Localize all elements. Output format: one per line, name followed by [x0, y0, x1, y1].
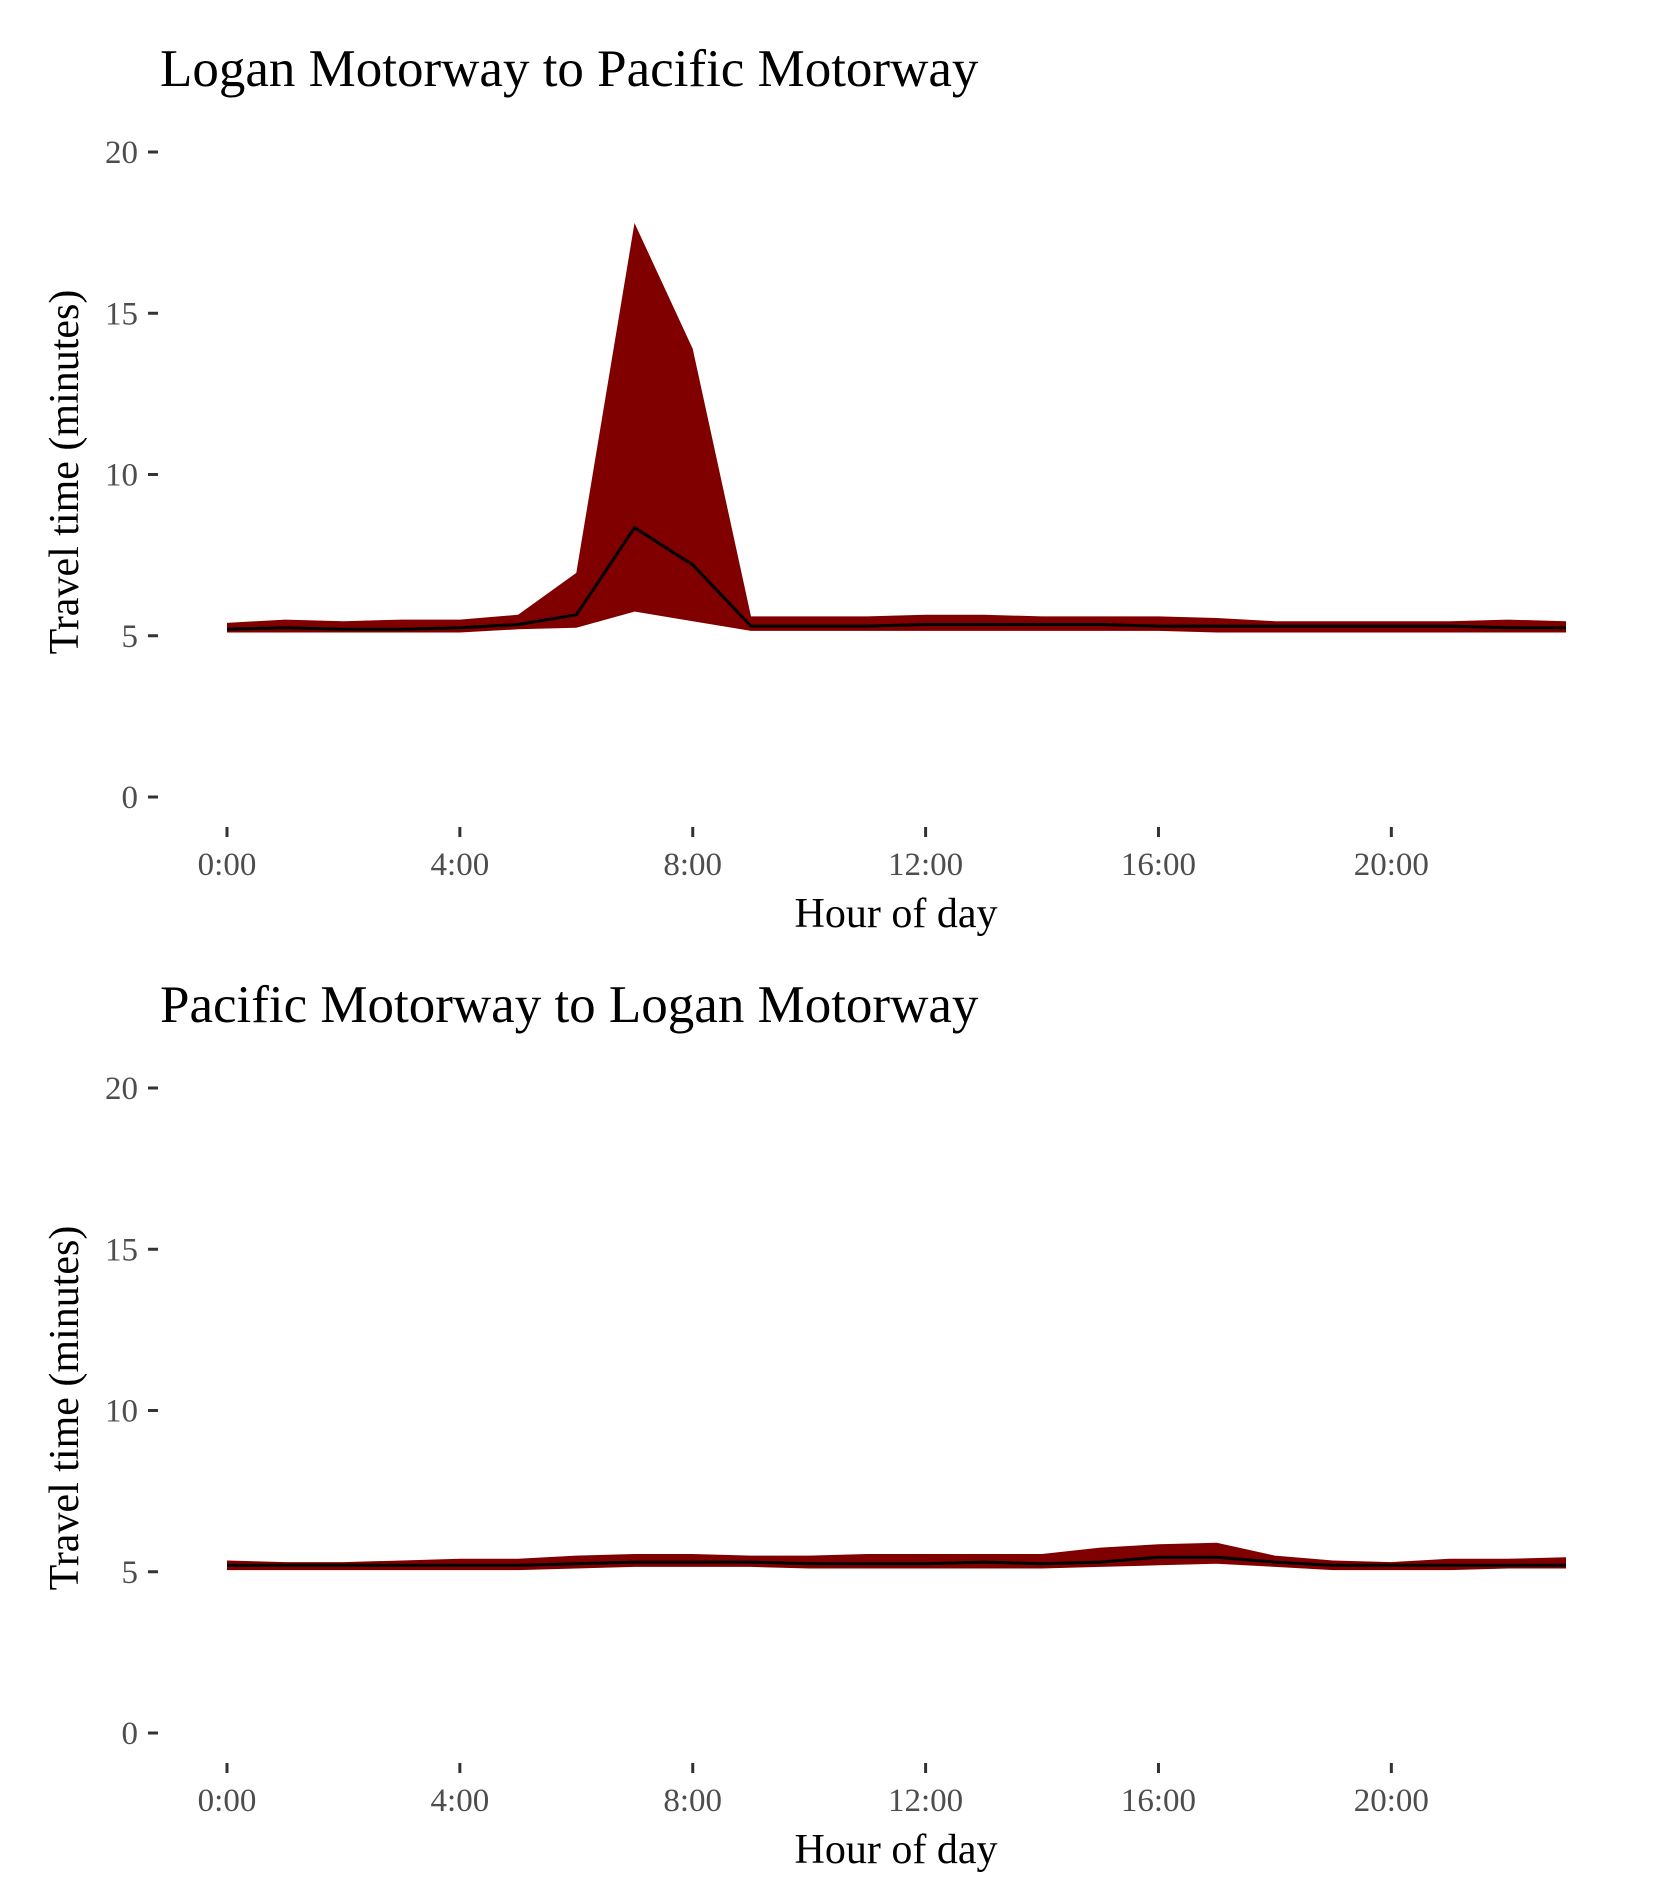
- x-tick-label: 8:00: [663, 847, 722, 883]
- x-tick-label: 8:00: [663, 1783, 722, 1819]
- y-tick-label: 0: [122, 780, 139, 816]
- x-tick-label: 12:00: [888, 1783, 963, 1819]
- x-tick-label: 12:00: [888, 847, 963, 883]
- panel-title: Pacific Motorway to Logan Motorway: [160, 976, 979, 1034]
- x-tick-label: 16:00: [1121, 1783, 1196, 1819]
- y-tick-label: 20: [105, 1071, 138, 1107]
- median-line: [227, 1555, 1566, 1567]
- y-axis: 0 5 10 15 20: [105, 1071, 158, 1752]
- y-tick-label: 0: [122, 1716, 139, 1752]
- y-tick-label: 20: [105, 135, 138, 171]
- x-tick-label: 4:00: [431, 1783, 490, 1819]
- panel-logan-to-pacific: Logan Motorway to Pacific Motorway 0 5 10 1…: [42, 40, 1566, 937]
- y-tick-label: 5: [122, 619, 139, 655]
- y-tick-label: 5: [122, 1555, 139, 1591]
- panel-pacific-to-logan: Pacific Motorway to Logan Motorway 0 5 10 1…: [42, 976, 1566, 1873]
- x-axis-title: Hour of day: [795, 891, 998, 937]
- x-tick-label: 20:00: [1354, 847, 1429, 883]
- y-tick-label: 10: [105, 1394, 138, 1430]
- y-tick-label: 15: [105, 296, 138, 332]
- y-tick-label: 15: [105, 1232, 138, 1268]
- y-axis-title: Travel time (minutes): [42, 1226, 88, 1591]
- y-tick-label: 10: [105, 458, 138, 494]
- y-axis: 0 5 10 15 20: [105, 135, 158, 816]
- x-tick-label: 20:00: [1354, 1783, 1429, 1819]
- line-layer: [226, 526, 1566, 631]
- line-layer: [227, 1555, 1566, 1567]
- x-tick-label: 16:00: [1121, 847, 1196, 883]
- x-tick-label: 0:00: [198, 847, 257, 883]
- x-axis-title: Hour of day: [795, 1827, 998, 1873]
- y-axis-title: Travel time (minutes): [42, 290, 88, 655]
- x-axis: 0:00 4:00 8:00 12:00 16:00 20:00: [198, 1763, 1429, 1819]
- median-line: [226, 526, 1566, 631]
- panel-title: Logan Motorway to Pacific Motorway: [160, 40, 979, 98]
- x-tick-label: 0:00: [198, 1783, 257, 1819]
- x-axis: 0:00 4:00 8:00 12:00 16:00 20:00: [198, 827, 1429, 883]
- x-tick-label: 4:00: [431, 847, 490, 883]
